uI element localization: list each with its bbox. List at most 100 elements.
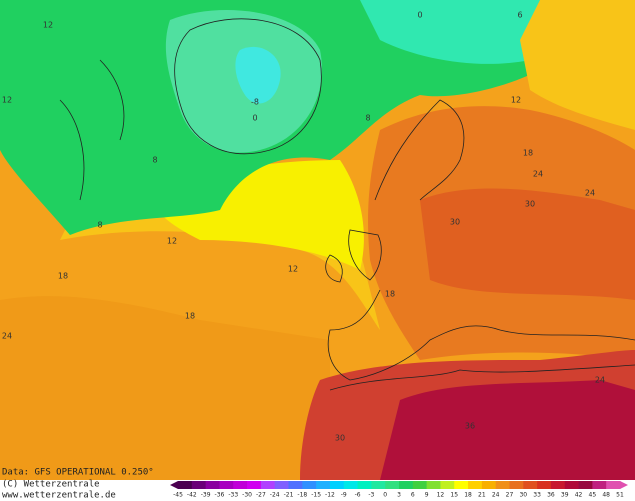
contour-label: -8: [251, 98, 259, 107]
colorbar-label: -21: [284, 492, 294, 499]
colorbar-label: 12: [437, 492, 445, 499]
region-northeast: [520, 0, 635, 130]
colorbar-label: -18: [297, 492, 307, 499]
region-cold: [235, 46, 281, 104]
data-source: Data: GFS OPERATIONAL 0.250°: [2, 468, 154, 478]
contour-label: 24: [2, 332, 12, 341]
colorbar-label: -42: [187, 492, 197, 499]
color-swatch: [219, 481, 234, 489]
contour-label: 24: [585, 189, 595, 198]
color-swatch: [178, 481, 193, 489]
color-swatch: [371, 481, 386, 489]
colorbar-label: 45: [589, 492, 597, 499]
colorbar-label: 51: [616, 492, 624, 499]
colorbar-label: 39: [561, 492, 569, 499]
colorbar-label: -15: [311, 492, 321, 499]
contour-label: 24: [533, 170, 543, 179]
colorbar-label: -45: [173, 492, 183, 499]
contour-label: 12: [288, 265, 298, 274]
colorbar-label: 21: [478, 492, 486, 499]
color-swatch: [481, 481, 497, 489]
color-swatch: [343, 481, 359, 489]
color-swatch: [357, 481, 372, 489]
colorbar-label: -33: [228, 492, 238, 499]
contour-label: 8: [97, 221, 102, 230]
colorbar-label: -9: [341, 492, 347, 499]
contour-label: 0: [417, 11, 422, 20]
color-swatch: [537, 481, 552, 489]
contour-label: 0: [252, 114, 257, 123]
contour-label: 12: [511, 96, 521, 105]
colorbar-label: 0: [383, 492, 387, 499]
color-swatch: [385, 481, 400, 489]
color-swatch: [260, 481, 276, 489]
colorbar-label: -3: [368, 492, 374, 499]
colorbar-end: [170, 481, 178, 489]
colorbar-label: 9: [425, 492, 429, 499]
colorbar-label: 6: [411, 492, 415, 499]
contour-label: 12: [2, 96, 12, 105]
colorbar-label: -39: [201, 492, 211, 499]
colorbar-label: 18: [464, 492, 472, 499]
color-swatch: [288, 481, 303, 489]
color-swatch: [468, 481, 483, 489]
colorbar-label: 36: [547, 492, 555, 499]
colorbar-label: -27: [256, 492, 266, 499]
color-swatch: [523, 481, 538, 489]
color-swatch: [316, 481, 331, 489]
colorbar-label: -30: [242, 492, 252, 499]
colorbar-label: 33: [533, 492, 541, 499]
region-arctic: [360, 0, 540, 64]
contour-label: 24: [595, 376, 605, 385]
coastlines: [59, 18, 635, 391]
contour-label: 12: [43, 21, 53, 30]
colorbar-label: 30: [519, 492, 527, 499]
contour-label: 8: [365, 114, 370, 123]
color-swatch: [578, 481, 593, 489]
contour-label: 30: [525, 200, 535, 209]
color-swatch: [454, 481, 469, 489]
region-sahara: [380, 380, 635, 480]
copyright: (C) Wetterzentrale: [2, 480, 100, 490]
color-swatch: [329, 481, 345, 489]
contour-label: 30: [335, 434, 345, 443]
color-swatch: [564, 481, 580, 489]
contour-label: 18: [385, 290, 395, 299]
color-swatch: [550, 481, 566, 489]
colorbar-label: 24: [492, 492, 500, 499]
contour-label: 12: [167, 237, 177, 246]
contour-label: 36: [465, 422, 475, 431]
color-swatch: [247, 481, 262, 489]
contour-label: 18: [185, 312, 195, 321]
region-warm: [0, 296, 330, 480]
colorbar-label: -6: [355, 492, 361, 499]
website: www.wetterzentrale.de: [2, 491, 116, 501]
contour-label: 6: [517, 11, 522, 20]
color-swatch: [509, 481, 524, 489]
contour-labels: 12 12 8 0 -8 12 12 18 18 24 18 24 30 30 24 18 12 36 30 6 8 8 0…: [2, 11, 605, 443]
contour-label: 8: [152, 156, 157, 165]
color-swatch: [606, 481, 621, 489]
colorbar-label: 48: [602, 492, 610, 499]
colorbar-end: [620, 481, 628, 489]
colorbar: -45 -42 -39 -36 -33 -30 -27 -24 -21 -18 -15 -12 -9 -6…: [170, 481, 628, 499]
color-swatch: [399, 481, 414, 489]
contour-label: 18: [523, 149, 533, 158]
colorbar-label: -24: [270, 492, 280, 499]
color-swatch: [302, 481, 317, 489]
color-swatch: [426, 481, 441, 489]
region-europe-hot: [420, 188, 635, 300]
colorbar-label: -12: [325, 492, 335, 499]
colorbar-label: 42: [575, 492, 583, 499]
contour-label: 18: [58, 272, 68, 281]
color-swatch: [440, 481, 455, 489]
colorbar-label: 27: [506, 492, 514, 499]
color-swatch: [495, 481, 510, 489]
colorbar-label: -36: [215, 492, 225, 499]
colorbar-label: 15: [450, 492, 458, 499]
color-swatch: [233, 481, 248, 489]
color-swatch: [191, 481, 207, 489]
color-swatch: [412, 481, 428, 489]
color-swatch: [592, 481, 607, 489]
